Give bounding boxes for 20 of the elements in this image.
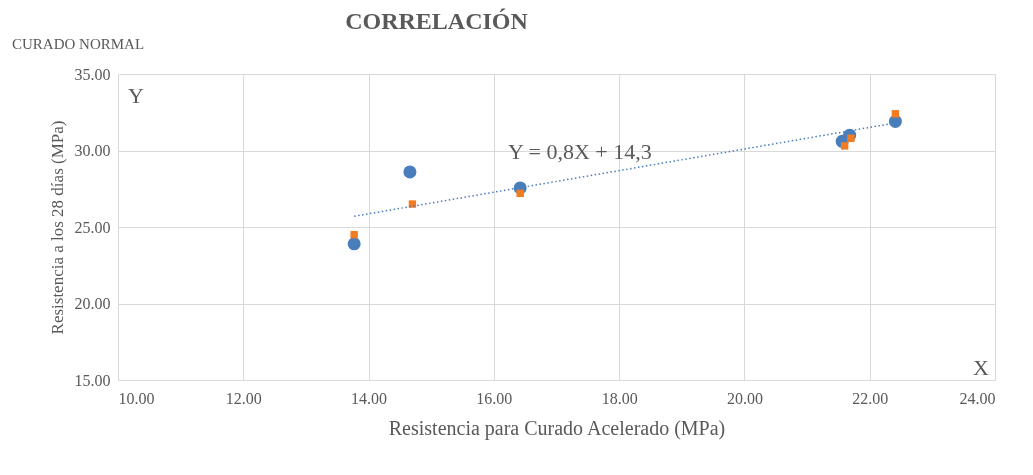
y-tick-label: 20.00 xyxy=(74,295,111,312)
x-tick-label: 18.00 xyxy=(601,389,638,407)
x-tick-label: 12.00 xyxy=(225,389,262,407)
text: CURADO NORMAL xyxy=(12,36,145,52)
x-tick-label: 22.00 xyxy=(852,389,889,407)
x-tick-label: 14.00 xyxy=(351,389,388,407)
y-tick-label: 25.00 xyxy=(74,218,111,236)
x-tick-label: 24.00 xyxy=(959,389,996,407)
annotation: Y = 0,8X + 14,3 xyxy=(508,139,652,164)
y-tick-label: 15.00 xyxy=(74,371,111,389)
x-axis-title: Resistencia para Curado Acelerado (MPa) xyxy=(388,416,726,440)
annotation: X xyxy=(973,355,989,380)
x-tick-label: 10.00 xyxy=(118,389,155,407)
x-tick-label: 16.00 xyxy=(476,389,513,407)
y-axis-title: Resistencia a los 28 días (MPa) xyxy=(47,120,67,335)
y-tick-label: 30.00 xyxy=(74,142,111,159)
chart-title: CORRELACIÓN xyxy=(345,8,529,34)
y-tick-label: 35.00 xyxy=(74,65,111,83)
annotation: Y xyxy=(128,83,144,108)
x-tick-label: 20.00 xyxy=(726,389,763,407)
